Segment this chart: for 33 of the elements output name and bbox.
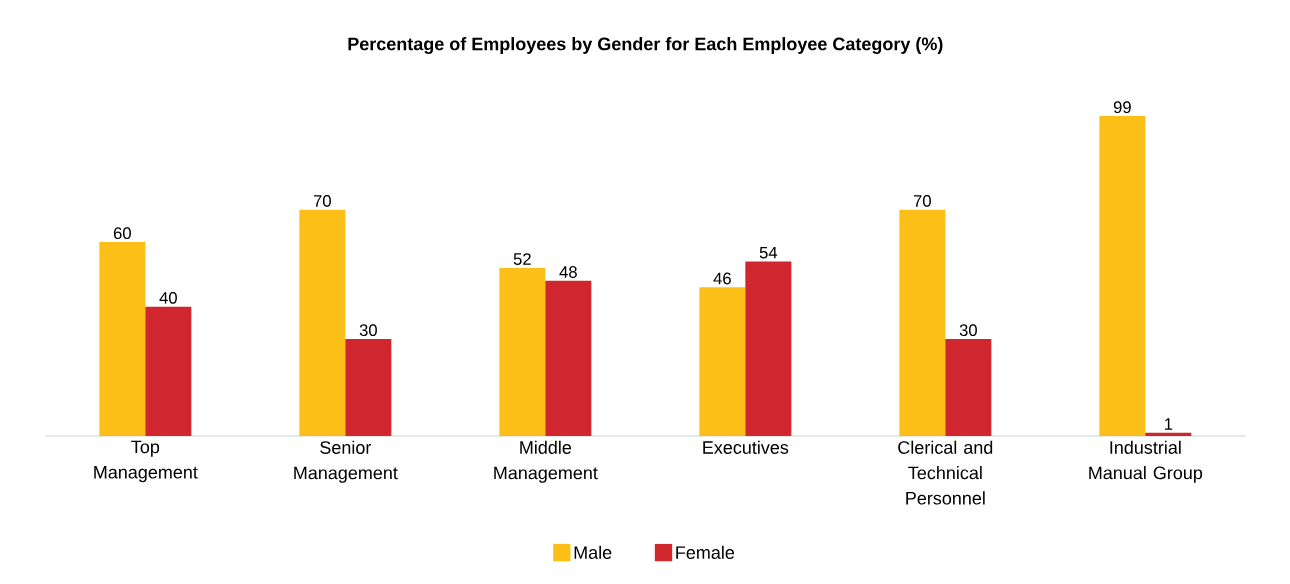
legend-label: Male <box>574 545 612 559</box>
data-label: 40 <box>159 291 177 304</box>
bar <box>499 267 546 436</box>
data-label: 54 <box>759 246 778 259</box>
data-label: 70 <box>913 195 931 207</box>
bar <box>1145 432 1192 436</box>
data-label: 70 <box>313 195 331 207</box>
x-tick-label: Clerical and Technical Personnel <box>898 440 993 505</box>
x-tick-label: Middle Management <box>494 440 598 483</box>
data-label: 46 <box>713 272 731 285</box>
bar <box>145 306 192 436</box>
legend-label: Female <box>676 545 735 559</box>
bar <box>699 287 746 436</box>
bar <box>899 209 946 436</box>
x-tick-label: Industrial Manual Group <box>1089 440 1203 483</box>
bar <box>745 261 792 436</box>
data-label: 30 <box>359 324 377 337</box>
x-tick-label: Top Management <box>94 440 198 483</box>
bar <box>99 242 146 436</box>
data-label: 99 <box>1113 101 1131 114</box>
data-label: 60 <box>113 227 131 240</box>
data-label: 1 <box>1164 418 1173 430</box>
data-label: 48 <box>559 266 577 278</box>
data-label: 52 <box>513 253 531 265</box>
chart-title: Percentage of Employees by Gender for Each Employee Category (%) <box>348 37 943 54</box>
bar <box>545 280 592 436</box>
bar <box>1099 116 1146 436</box>
bar <box>945 339 992 436</box>
data-label: 30 <box>959 324 977 337</box>
bar <box>299 209 346 436</box>
bar <box>345 339 392 436</box>
x-tick-label: Executives <box>703 440 789 454</box>
x-tick-label: Senior Management <box>294 440 398 483</box>
